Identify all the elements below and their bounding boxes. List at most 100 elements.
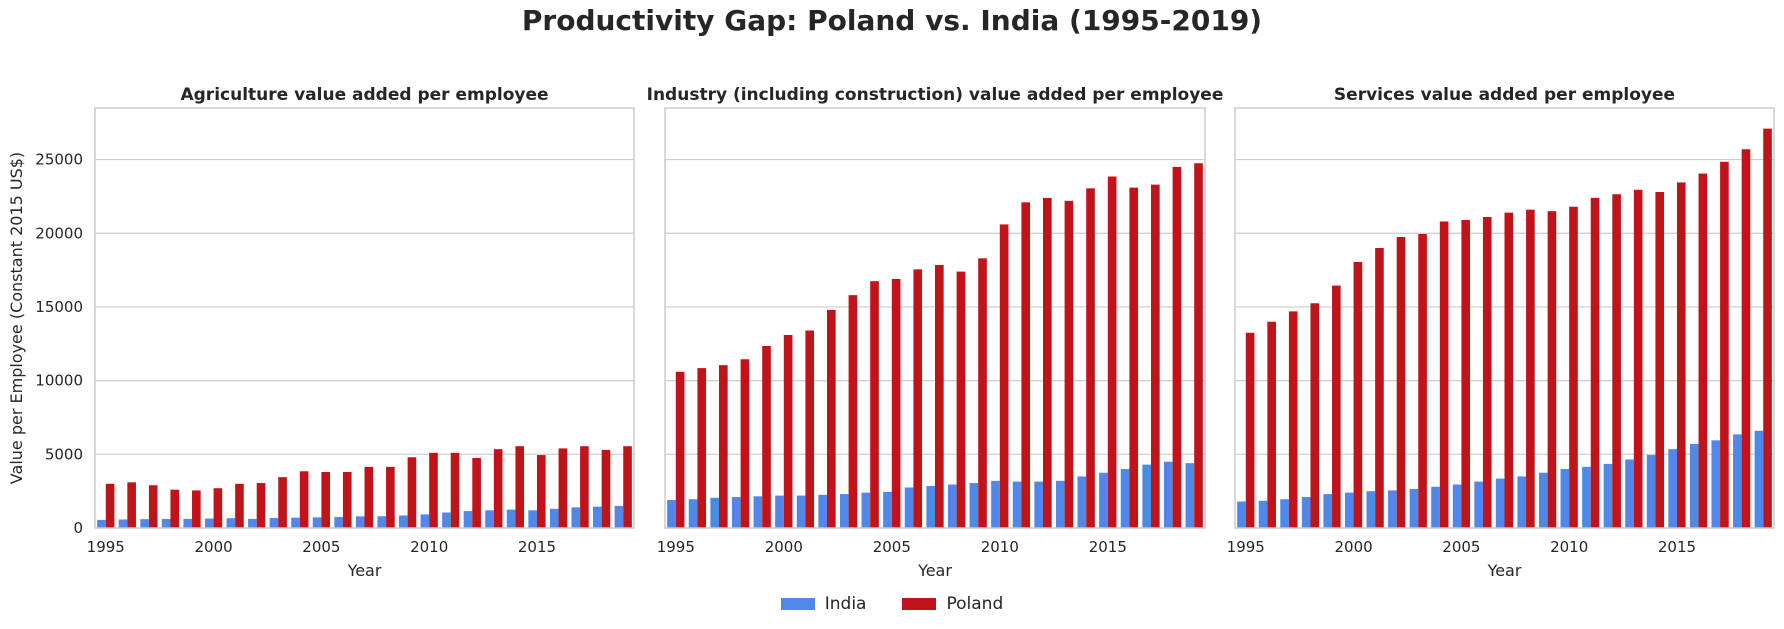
bar-poland-2011 <box>1590 197 1600 528</box>
x-tick-label: 2010 <box>410 538 448 556</box>
bar-india-1997 <box>140 519 149 528</box>
bar-poland-2002 <box>256 483 266 528</box>
bar-india-1999 <box>183 518 193 528</box>
bar-india-2011 <box>442 512 451 528</box>
bar-india-2006 <box>334 516 343 528</box>
bar-poland-2014 <box>515 446 525 528</box>
bar-india-2016 <box>549 508 559 528</box>
bar-india-2003 <box>1409 488 1419 528</box>
y-tick-label: 25000 <box>35 151 83 169</box>
bar-poland-2015 <box>536 455 546 528</box>
bar-poland-1998 <box>170 489 180 528</box>
panel-2: 1995 2000 2005 2010 2015 Industry (including … <box>647 85 1224 580</box>
bar-india-2010 <box>1560 469 1570 528</box>
bar-india-2006 <box>904 487 914 528</box>
bar-poland-2018 <box>1741 149 1751 528</box>
bar-india-2004 <box>861 492 871 528</box>
legend-swatch-india <box>780 598 815 610</box>
bar-india-2019 <box>1185 463 1195 528</box>
y-tick-label: 20000 <box>35 224 83 242</box>
bar-india-2011 <box>1582 466 1591 528</box>
bar-india-2007 <box>1495 478 1505 528</box>
bar-india-2004 <box>1431 486 1440 528</box>
bar-india-1998 <box>161 519 171 528</box>
bar-india-2017 <box>1711 440 1721 528</box>
bar-poland-1996 <box>697 368 707 528</box>
bar-india-1999 <box>1323 494 1333 528</box>
bar-poland-2010 <box>1569 206 1578 529</box>
x-tick-label: 1995 <box>1227 538 1265 556</box>
bar-poland-1997 <box>148 485 158 528</box>
bar-poland-2004 <box>870 281 879 528</box>
panel-title: Services value added per employee <box>1334 85 1675 105</box>
legend-label-poland: Poland <box>946 594 1004 614</box>
bar-poland-2012 <box>1043 197 1052 528</box>
plot-frame <box>94 107 635 529</box>
bar-poland-2013 <box>493 449 503 528</box>
bar-poland-2012 <box>1612 194 1621 528</box>
bar-india-2019 <box>614 505 624 528</box>
bar-india-2013 <box>1055 480 1065 528</box>
bar-india-1997 <box>710 497 719 528</box>
bar-poland-2003 <box>278 477 287 528</box>
bar-poland-2007 <box>364 466 374 528</box>
bar-india-1999 <box>753 496 763 528</box>
bar-poland-2003 <box>848 295 858 528</box>
bar-poland-2002 <box>827 309 836 528</box>
bar-poland-2000 <box>213 488 223 528</box>
bar-india-2013 <box>1625 459 1634 528</box>
bar-india-1996 <box>1258 500 1268 528</box>
bar-poland-2016 <box>558 448 568 528</box>
bar-india-1996 <box>118 519 128 528</box>
bar-india-2001 <box>796 495 806 528</box>
x-axis-label: Year <box>917 561 952 580</box>
bar-poland-1999 <box>192 490 201 528</box>
bar-india-2014 <box>1646 455 1656 528</box>
bar-poland-2011 <box>450 452 460 528</box>
bar-india-2012 <box>1603 463 1613 528</box>
bar-india-2018 <box>1733 434 1742 528</box>
bar-poland-1995 <box>105 483 115 528</box>
plot-frame <box>664 107 1206 529</box>
x-tick-label: 2000 <box>1334 538 1372 556</box>
bar-poland-2008 <box>956 271 966 528</box>
bar-india-2002 <box>1388 490 1397 528</box>
bar-poland-2007 <box>1504 212 1514 528</box>
bar-india-2010 <box>991 480 1000 528</box>
bar-india-2000 <box>775 495 784 528</box>
bar-india-2009 <box>399 515 408 528</box>
bar-india-2014 <box>1077 476 1087 528</box>
bar-india-1996 <box>688 499 698 528</box>
bar-india-2009 <box>1539 472 1548 528</box>
bar-india-2005 <box>312 517 322 528</box>
bar-poland-2000 <box>1353 262 1363 528</box>
bar-poland-2014 <box>1086 188 1095 528</box>
bar-poland-2016 <box>1698 173 1708 528</box>
bar-india-2015 <box>1099 472 1108 528</box>
bar-india-1995 <box>97 519 106 528</box>
x-tick-label: 2005 <box>873 538 911 556</box>
bar-poland-2018 <box>601 449 611 528</box>
bar-poland-1997 <box>719 365 728 528</box>
bar-india-2015 <box>1668 449 1677 528</box>
legend-label-india: India <box>824 594 867 614</box>
bar-poland-1998 <box>740 359 750 528</box>
bar-india-2017 <box>1142 464 1151 528</box>
bar-poland-2004 <box>1439 221 1449 528</box>
bar-india-2016 <box>1689 444 1699 528</box>
panel-title: Industry (including construction) value … <box>647 85 1224 105</box>
bar-india-2010 <box>420 514 430 528</box>
bar-india-2000 <box>204 518 214 528</box>
x-axis-label: Year <box>1487 561 1522 580</box>
x-tick-label: 2005 <box>1442 538 1480 556</box>
bar-poland-1996 <box>127 482 136 528</box>
x-tick-label: 2000 <box>765 538 803 556</box>
bar-poland-2007 <box>935 264 944 528</box>
bar-poland-2011 <box>1021 202 1031 528</box>
bar-india-2001 <box>1366 491 1376 528</box>
bar-india-2005 <box>883 491 892 528</box>
bar-india-2002 <box>248 518 257 528</box>
bar-poland-1995 <box>675 371 685 528</box>
bar-india-2017 <box>571 507 581 528</box>
